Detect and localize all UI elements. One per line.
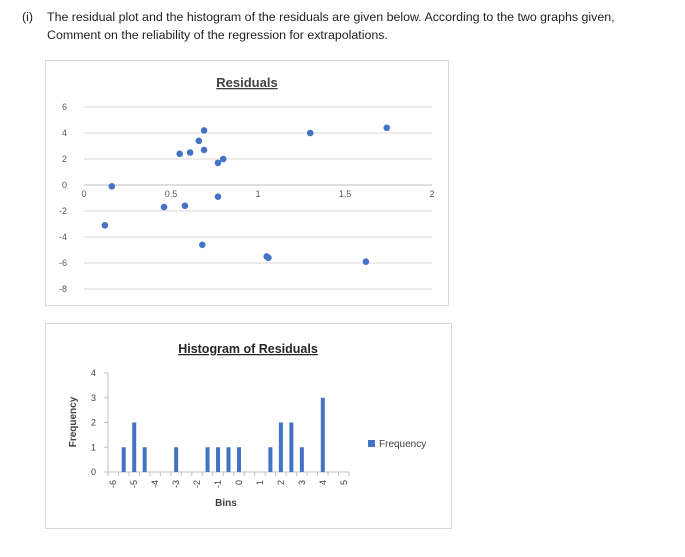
residual-point (195, 137, 203, 145)
question-label: (i) (22, 10, 34, 24)
histogram-y-axis-title: Frequency (68, 396, 79, 447)
residual-point (200, 127, 208, 134)
histogram-x-tick-label: -6 (108, 480, 118, 488)
residual-point (199, 241, 206, 249)
scatter-y-tick-label: 6 (62, 102, 67, 112)
scatter-x-tick-label: 0.5 (165, 189, 178, 199)
histogram-x-tick-label: -2 (192, 480, 202, 488)
histogram-bar (216, 447, 221, 472)
histogram-x-tick-label: 4 (318, 480, 328, 485)
histogram-bar (320, 397, 325, 472)
residual-plot: Residuals 6 4 2 0 -2 -4 -6 -8 0 0.5 1 1.5 2 (45, 60, 449, 306)
histogram-title: Histogram of Residuals (178, 342, 318, 356)
legend-label: Frequency (379, 439, 426, 450)
histogram-x-tick-label: -5 (129, 480, 139, 488)
question-line-2: Comment on the reliability of the regres… (47, 28, 388, 42)
residual-point (200, 146, 208, 154)
legend-swatch (368, 440, 375, 447)
histogram-x-tick-label: -4 (150, 480, 160, 488)
residual-point (101, 222, 109, 229)
residual-point (219, 155, 227, 163)
scatter-x-tick-label: 0 (81, 189, 86, 199)
residual-point (181, 202, 189, 210)
residual-plot-svg: Residuals 6 4 2 0 -2 -4 -6 -8 0 0.5 1 1.5 2 (59, 75, 435, 294)
scatter-y-tick-label: -4 (59, 232, 67, 242)
scatter-x-tick-label: 1.5 (339, 189, 352, 199)
histogram-x-tick-label: 5 (339, 480, 349, 485)
histogram-x-tick-label: 2 (276, 480, 286, 485)
histogram-bar (268, 447, 273, 472)
scatter-y-tick-label: -6 (59, 258, 67, 268)
histogram-x-tick-label: -1 (213, 480, 223, 488)
histogram-of-residuals: Histogram of Residuals 0 1 2 3 4 Frequency -6 -5… (45, 323, 452, 529)
residual-point (108, 183, 116, 190)
histogram-x-tick-label: 0 (234, 480, 244, 485)
scatter-y-tick-label: -2 (59, 206, 67, 216)
histogram-bar (226, 447, 231, 472)
histogram-bar (121, 447, 126, 472)
histogram-x-tick-label: 3 (297, 480, 307, 485)
histogram-bar (278, 422, 283, 472)
residual-point (265, 254, 272, 262)
scatter-y-tick-label: 0 (62, 180, 67, 190)
scatter-x-tick-label: 1 (255, 189, 260, 199)
histogram-x-tick-label: -3 (171, 480, 181, 488)
scatter-y-tick-label: 2 (62, 154, 67, 164)
residual-point (176, 150, 183, 158)
scatter-y-tick-label: 4 (62, 128, 67, 138)
histogram-y-tick-label: 3 (91, 393, 96, 403)
histogram-y-tick-label: 4 (91, 368, 96, 378)
histogram-bar (142, 447, 147, 472)
residual-point (160, 203, 168, 211)
histogram-x-axis-title: Bins (215, 498, 237, 509)
histogram-x-tick-label: 1 (255, 480, 265, 485)
scatter-title: Residuals (216, 75, 277, 90)
residual-point (362, 258, 370, 265)
histogram-y-tick-label: 0 (91, 467, 96, 477)
residual-point (306, 129, 314, 137)
histogram-bar (205, 447, 210, 472)
histogram-y-tick-label: 1 (91, 442, 96, 452)
histogram-bar (132, 422, 137, 472)
question-line-1: The residual plot and the histogram of t… (47, 10, 615, 24)
histogram-bar (236, 447, 241, 472)
histogram-bar (299, 447, 304, 472)
scatter-y-tick-label: -8 (59, 284, 67, 294)
scatter-x-tick-label: 2 (429, 189, 434, 199)
residual-point (186, 149, 194, 156)
residual-point (214, 159, 222, 167)
histogram-bar (174, 447, 179, 472)
histogram-svg: Histogram of Residuals 0 1 2 3 4 Frequency -6 -5… (68, 342, 426, 509)
residual-point (383, 124, 391, 132)
histogram-bar (289, 422, 294, 472)
residual-point (214, 193, 222, 200)
histogram-y-tick-label: 2 (91, 418, 96, 428)
